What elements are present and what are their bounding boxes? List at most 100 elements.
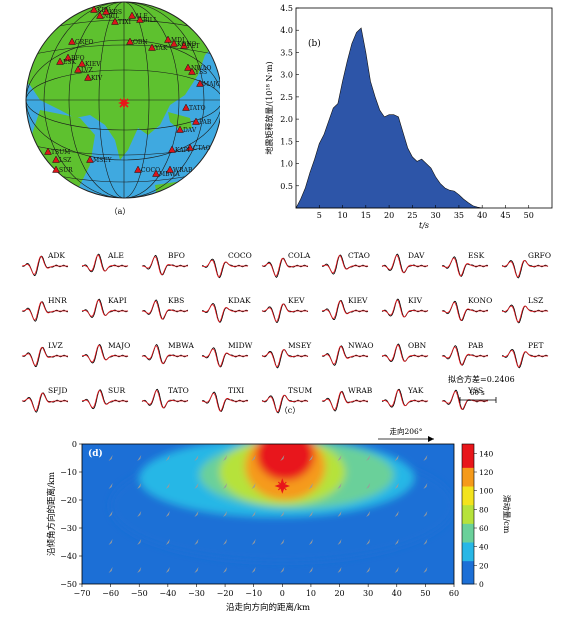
- observed-waveform: [21, 255, 69, 277]
- synthetic-waveform: [321, 300, 368, 320]
- colorbar-segment: [462, 542, 474, 548]
- synthetic-waveform: [261, 394, 308, 413]
- y-tick-label: −10: [60, 468, 77, 477]
- synthetic-waveform: [441, 390, 488, 410]
- y-tick-label: 1.0: [280, 160, 293, 169]
- station-triangle-icon: [90, 5, 98, 13]
- waveform-cell: KONO: [441, 296, 492, 322]
- rake-arrow-icon: [194, 567, 199, 573]
- rake-arrow-icon: [223, 511, 228, 517]
- station-triangle-icon: [196, 79, 204, 87]
- x-tick-label: −20: [217, 589, 234, 598]
- station-label: KEV: [97, 7, 111, 14]
- panel-b-label: (b): [308, 38, 321, 49]
- colorbar-segment: [462, 453, 474, 459]
- y-axis-label: 沿倾角方向的距离/km: [46, 472, 57, 556]
- colorbar-tick-label: 120: [479, 468, 494, 477]
- rake-arrow-icon: [165, 567, 170, 573]
- station-triangle-icon: [152, 169, 160, 177]
- observed-waveform: [141, 388, 189, 409]
- station-label: PAB: [468, 341, 484, 350]
- rake-arrow-icon: [423, 539, 428, 545]
- rake-arrow-icon: [194, 511, 199, 517]
- station-triangle-icon: [164, 35, 172, 43]
- rake-arrow-icon: [251, 455, 256, 461]
- station-label: PET: [187, 43, 199, 50]
- rake-arrow-icon: [165, 511, 170, 517]
- synthetic-waveform: [21, 301, 68, 321]
- panel-a-label: （a）: [110, 207, 131, 216]
- y-tick-label: 3.0: [280, 71, 293, 80]
- station-label: GRFO: [528, 251, 551, 260]
- rake-arrow-icon: [165, 539, 170, 545]
- colorbar-segment: [462, 523, 474, 529]
- station-label: KAPI: [108, 296, 127, 305]
- synthetic-waveform: [382, 254, 428, 273]
- x-tick-label: 10: [306, 589, 316, 598]
- station-label: MAJO: [108, 341, 130, 350]
- moment-rate-chart: 5 10 15 20 25 30 35 40 45 50 0.5 1.0 1.5 2.0 2.5 3.0 3.5…: [264, 4, 553, 230]
- synthetic-waveform: [81, 254, 128, 272]
- rake-arrow-icon: [108, 483, 113, 489]
- x-tick-label: 5: [317, 211, 322, 220]
- waveform-cell: PAB: [441, 341, 488, 366]
- waveform-cell: PET: [501, 341, 549, 369]
- station-triangle-icon: [102, 7, 110, 15]
- y-tick-label: 2.5: [280, 93, 293, 102]
- slip-patches: [110, 444, 454, 562]
- station-label: BILL: [143, 17, 158, 24]
- time-scale-label: 60 s: [470, 389, 485, 397]
- station-label: KONO: [177, 41, 196, 48]
- rake-arrow-icon: [223, 455, 228, 461]
- rake-arrow-icon: [394, 455, 399, 461]
- x-tick-label: 45: [500, 211, 510, 220]
- colorbar-segment: [462, 481, 474, 487]
- observed-waveform: [441, 300, 489, 321]
- y-tick-label: 3.5: [280, 48, 293, 57]
- epicenter-star-icon: [118, 97, 130, 109]
- waveform-cell: KEV: [261, 296, 309, 323]
- rake-arrow-icon: [194, 455, 199, 461]
- synthetic-waveform: [321, 391, 368, 411]
- station-label: MIDW: [228, 341, 253, 350]
- rake-arrow-icon: [251, 539, 256, 545]
- station-label: SUR: [59, 167, 73, 174]
- station-label: ADK: [47, 251, 65, 260]
- station-label: BFO: [71, 55, 85, 62]
- observed-waveform: [261, 257, 309, 278]
- station-label: MDJ: [171, 37, 185, 44]
- rake-arrow-icon: [137, 483, 142, 489]
- waveform-cell: MSEY: [261, 341, 312, 369]
- rake-arrow-icon: [194, 539, 199, 545]
- station-label: LSZ: [59, 157, 71, 164]
- station-triangle-icon: [148, 43, 156, 51]
- rake-arrow-icon: [251, 567, 256, 573]
- station-triangle-icon: [52, 155, 60, 163]
- plot-frame: [295, 7, 553, 209]
- synthetic-waveform: [21, 255, 68, 275]
- colorbar-segment: [462, 476, 474, 482]
- waveform-cell: KIV: [381, 296, 429, 318]
- waveform-cell: MIDW: [201, 341, 253, 368]
- y-tick-label: 1.5: [280, 137, 293, 146]
- rake-arrow-icon: [280, 539, 285, 545]
- station-triangle-icon: [176, 125, 184, 133]
- waveform-cell: ESK: [441, 251, 489, 277]
- waveform-cell: KDAK: [201, 296, 251, 323]
- colorbar-segment: [462, 560, 474, 566]
- rake-arrow-icon: [251, 511, 256, 517]
- colorbar-tick-label: 100: [479, 487, 494, 496]
- rake-arrow-icon: [337, 483, 342, 489]
- colorbar-tick-label: 40: [479, 543, 489, 552]
- waveform-cell: TSUM: [261, 386, 312, 414]
- rake-arrow-icon: [366, 539, 371, 545]
- waveform-cell: YAK: [381, 386, 429, 408]
- rake-arrow-icon: [366, 483, 371, 489]
- synthetic-waveform: [201, 304, 248, 323]
- x-tick-label: 0: [280, 589, 285, 598]
- station-label: CTAO: [193, 145, 211, 152]
- station-label: DAV: [183, 127, 197, 134]
- y-tick-label: 4.0: [280, 26, 293, 35]
